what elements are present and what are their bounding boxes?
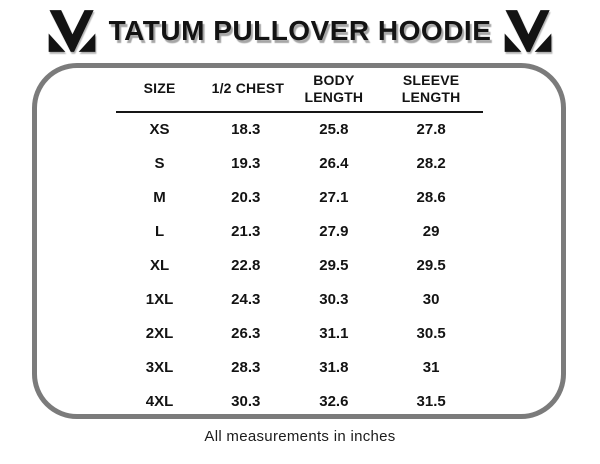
column-header-sleeve-length: SLEEVE LENGTH xyxy=(379,68,483,113)
table-row-2xl: 2XL 26.3 31.1 30.5 xyxy=(116,316,483,350)
sleeve-length-cell: 28.2 xyxy=(416,154,446,172)
size-cell: 1XL xyxy=(145,290,174,308)
body-length-cell: 27.9 xyxy=(319,222,349,240)
column-header-body-length: BODY LENGTH xyxy=(287,68,380,113)
table-row-xs: XS 18.3 25.8 27.8 xyxy=(116,112,483,146)
sleeve-length-cell: 31.5 xyxy=(416,392,446,410)
size-cell: 3XL xyxy=(145,358,174,376)
table-row-1xl: 1XL 24.3 30.3 30 xyxy=(116,282,483,316)
sleeve-length-cell: 27.8 xyxy=(416,121,446,138)
size-cell: XL xyxy=(149,256,170,274)
brand-monogram-icon xyxy=(47,9,97,53)
half-chest-cell: 24.3 xyxy=(231,290,261,308)
sleeve-length-cell: 29 xyxy=(422,222,440,240)
half-chest-cell: 22.8 xyxy=(231,256,261,274)
half-chest-cell: 26.3 xyxy=(231,324,261,342)
size-cell: 4XL xyxy=(145,392,174,410)
title-bar: TATUM PULLOVER HOODIE xyxy=(0,8,600,54)
column-header-half-chest: 1/2 CHEST xyxy=(203,68,288,113)
sleeve-length-cell: 30 xyxy=(422,290,440,308)
size-cell: 2XL xyxy=(145,324,174,342)
body-length-cell: 26.4 xyxy=(319,154,349,172)
sleeve-length-cell: 30.5 xyxy=(416,324,446,342)
half-chest-cell: 30.3 xyxy=(231,392,261,410)
half-chest-cell: 20.3 xyxy=(231,188,261,206)
sleeve-length-cell: 31 xyxy=(422,358,440,376)
half-chest-cell: 18.3 xyxy=(231,121,261,138)
body-length-cell: 30.3 xyxy=(319,290,349,308)
half-chest-cell: 28.3 xyxy=(231,358,261,376)
table-row-xl: XL 22.8 29.5 29.5 xyxy=(116,248,483,282)
size-cell: XS xyxy=(149,121,170,138)
page-title: TATUM PULLOVER HOODIE xyxy=(108,15,492,46)
sleeve-length-cell: 28.6 xyxy=(416,188,446,206)
table-row-s: S 19.3 26.4 28.2 xyxy=(116,146,483,180)
size-cell: L xyxy=(154,222,165,240)
body-length-cell: 25.8 xyxy=(319,121,349,138)
size-chart-table: SIZE 1/2 CHEST BODY LENGTH SLEEVE LENGTH… xyxy=(115,68,483,418)
brand-monogram-icon xyxy=(503,9,553,53)
half-chest-cell: 21.3 xyxy=(231,222,261,240)
header-row: SIZE 1/2 CHEST BODY LENGTH SLEEVE LENGTH xyxy=(115,68,483,113)
table-row-m: M 20.3 27.1 28.6 xyxy=(116,180,483,214)
body-length-cell: 31.1 xyxy=(319,324,349,342)
sleeve-length-cell: 29.5 xyxy=(416,256,446,274)
half-chest-cell: 19.3 xyxy=(231,154,261,172)
body-length-cell: 32.6 xyxy=(319,392,349,410)
body-length-cell: 29.5 xyxy=(319,256,349,274)
size-cell: M xyxy=(153,188,166,206)
table-row-4xl: 4XL 30.3 32.6 31.5 xyxy=(116,384,483,418)
size-cell: S xyxy=(154,154,165,172)
measurements-note: All measurements in inches xyxy=(204,428,396,445)
body-length-cell: 31.8 xyxy=(319,358,349,376)
body-length-cell: 27.1 xyxy=(319,188,349,206)
table-row-3xl: 3XL 28.3 31.8 31 xyxy=(116,350,483,384)
column-header-size: SIZE xyxy=(115,68,204,113)
size-chart-panel: SIZE 1/2 CHEST BODY LENGTH SLEEVE LENGTH… xyxy=(32,63,566,419)
table-row-l: L 21.3 27.9 29 xyxy=(116,214,483,248)
